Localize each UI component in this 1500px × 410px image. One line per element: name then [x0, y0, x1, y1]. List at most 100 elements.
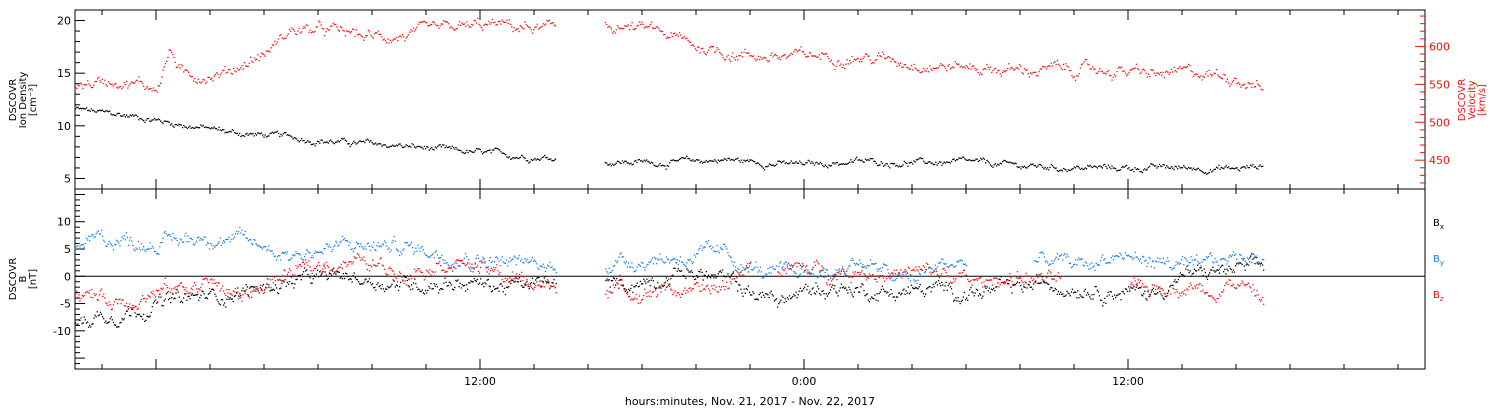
velocity-point: [449, 27, 451, 29]
density-point: [275, 131, 277, 133]
bx-point: [477, 283, 480, 285]
bx-point: [355, 278, 358, 280]
bx-point: [866, 293, 868, 295]
velocity-point: [1112, 76, 1114, 78]
bx-point: [806, 288, 808, 291]
velocity-point: [282, 38, 285, 40]
density-point: [508, 156, 511, 158]
bx-point: [288, 281, 291, 283]
bx-point: [768, 296, 770, 299]
velocity-point: [79, 82, 82, 84]
velocity-point: [966, 66, 969, 68]
bz-point: [712, 288, 714, 290]
by-point: [842, 268, 845, 271]
by-point: [682, 261, 684, 263]
bz-point: [679, 296, 682, 299]
by-point: [740, 264, 742, 266]
bz-point: [879, 274, 881, 277]
by-point: [490, 262, 493, 264]
by-point: [608, 267, 610, 269]
density-point: [1123, 166, 1125, 168]
by-point: [746, 262, 749, 265]
density-point: [206, 126, 208, 129]
bx-point: [471, 281, 473, 283]
bx-point: [448, 281, 450, 283]
bz-point: [719, 289, 722, 291]
velocity-point: [787, 56, 789, 58]
velocity-point: [669, 36, 671, 39]
bz-point: [794, 263, 796, 265]
bz-point: [539, 285, 541, 287]
density-point: [908, 162, 910, 164]
bx-point: [737, 290, 739, 292]
bx-point: [653, 286, 656, 288]
bz-point: [245, 289, 247, 291]
velocity-point: [239, 68, 241, 71]
bz-point: [617, 283, 619, 285]
velocity-point: [469, 26, 472, 28]
density-point: [84, 108, 86, 110]
by-point: [928, 267, 930, 269]
density-point: [212, 127, 214, 129]
by-point: [248, 239, 251, 241]
velocity-point: [337, 29, 339, 31]
bz-point: [401, 276, 403, 278]
velocity-point: [252, 61, 254, 64]
bx-point: [184, 293, 186, 295]
velocity-series: [75, 17, 1264, 93]
by-point: [445, 262, 447, 264]
bx-point: [1187, 269, 1189, 271]
bz-point: [653, 287, 656, 289]
by-point: [548, 265, 550, 267]
by-point: [927, 275, 929, 278]
bx-point: [1096, 289, 1098, 291]
bx-point: [322, 271, 324, 273]
bz-point: [891, 272, 893, 274]
bz-point: [497, 270, 499, 272]
bz-point: [666, 286, 669, 288]
bz-point: [851, 276, 853, 279]
by-point: [185, 232, 187, 235]
by-point: [552, 269, 554, 271]
bx-point: [683, 275, 685, 277]
bz-point: [1009, 273, 1011, 275]
velocity-point: [704, 52, 706, 55]
density-point: [1258, 165, 1260, 167]
bz-point: [915, 266, 917, 268]
bz-point: [888, 276, 890, 278]
bz-point: [1129, 288, 1131, 290]
by-point: [1115, 255, 1117, 257]
bz-point: [99, 290, 102, 292]
density-point: [441, 144, 444, 146]
bz-point: [95, 293, 97, 295]
velocity-point: [161, 76, 163, 78]
bx-point: [1119, 293, 1121, 295]
bz-point: [1020, 277, 1022, 279]
bz-point: [456, 259, 458, 261]
by-point: [1071, 266, 1074, 268]
bz-point: [1043, 280, 1046, 282]
bx-point: [991, 289, 994, 291]
density-point: [172, 125, 174, 127]
velocity-point: [703, 51, 705, 53]
by-point: [676, 259, 678, 261]
density-point: [185, 126, 187, 128]
velocity-point: [240, 67, 242, 69]
bx-point: [825, 293, 827, 295]
bz-point: [521, 271, 523, 273]
by-point: [1168, 260, 1170, 262]
velocity-point: [440, 23, 442, 25]
bx-point: [1097, 291, 1100, 293]
density-point: [940, 161, 942, 163]
by-point: [838, 271, 840, 273]
bx-point: [458, 285, 460, 288]
velocity-point: [972, 65, 975, 67]
bx-point: [110, 316, 112, 318]
by-point: [377, 242, 379, 244]
density-point: [804, 164, 806, 166]
velocity-point: [437, 24, 439, 26]
bz-point: [613, 287, 616, 289]
bx-point: [632, 291, 634, 293]
density-point: [756, 162, 758, 164]
by-point: [252, 244, 254, 246]
